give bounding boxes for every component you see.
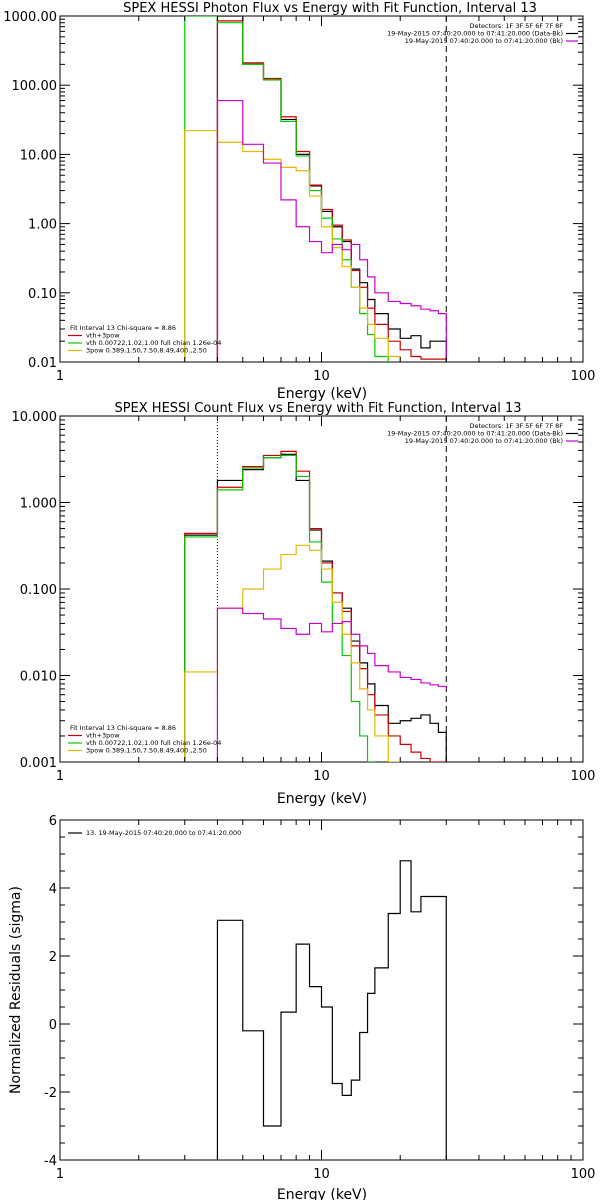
photon-flux-info-line: 19-May-2015 07:40:20.000 to 07:41:20.000… [387,30,563,38]
residuals-y-axis-label: Normalized Residuals (sigma) [8,886,24,1094]
count-flux-info-box: Detectors: 1F 3F 5F 6F 7F 8F19-May-2015 … [387,422,578,445]
photon-flux-y-tick-label: 1000.00 [3,10,57,25]
residuals-y-tick-label: 6 [49,814,57,829]
residuals-panel: 1 10 100 -4 -2 0 2 4 6 13. 19-May-2015 07:40:20.… [8,814,595,1200]
residuals-y-tick-label: 0 [49,1018,57,1033]
photon-flux-legend-entry: vth 0.00722,1.02,1.00 full chian 1.26e-0… [86,339,221,347]
photon-flux-x-tick-label: 100 [571,369,596,384]
residuals-series-0-step-line [216,860,447,1160]
count-flux-series-4-step-line [216,607,447,762]
count-flux-info-line: 19-May-2015 07:40:20.000 to 07:41:20.000… [387,430,563,438]
residuals-x-axis-label: Energy (keV) [277,1187,367,1200]
photon-flux-x-axis-label: Energy (keV) [277,386,367,402]
photon-flux-y-tick-label: 1.00 [28,218,57,233]
residuals-y-tick-label: -4 [44,1154,57,1169]
residuals-legend-entry: 13. 19-May-2015 07:40:20.000 to 07:41:20… [86,829,241,837]
photon-flux-info-line: Detectors: 1F 3F 5F 6F 7F 8F [469,22,563,30]
count-flux-y-tick-label: 0.001 [20,756,57,771]
count-flux-legend-entry: Fit Interval 13 Chi-square = 8.86 [70,724,176,732]
photon-flux-y-tick-label: 0.10 [28,287,57,302]
count-flux-x-tick-label: 1 [56,769,64,784]
count-flux-y-tick-label: 10.000 [12,410,58,425]
photon-flux-info-line: 19-May-2015 07:40:20.000 to 07:41:20.000… [405,37,563,45]
residuals-tick-labels: 1 10 100 -4 -2 0 2 4 6 [44,814,595,1182]
photon-flux-legend-entry: vth+3pow [86,332,120,340]
photon-flux-legend: Fit Interval 13 Chi-square = 8.86vth+3po… [68,324,221,355]
photon-flux-title: SPEX HESSI Photon Flux vs Energy with Fi… [123,1,537,16]
count-flux-series-2-step-line [184,454,375,762]
photon-flux-plot-area [184,16,447,362]
residuals-x-tick-label: 100 [571,1167,596,1182]
count-flux-legend-entry: 3pow 0.389,1.50,7.50,8.49,400.,2.50 [86,747,207,755]
count-flux-x-axis-label: Energy (keV) [277,791,367,807]
count-flux-info-line: 19-May-2015 07:40:20.000 to 07:41:20.000… [405,437,563,445]
photon-flux-x-tick-label: 1 [56,369,64,384]
photon-flux-legend-entry: 3pow 0.389,1.50,7.50,8.49,400.,2.50 [86,347,207,355]
count-flux-y-tick-label: 1.000 [20,497,57,512]
count-flux-plot-area [184,416,447,762]
residuals-plot-area [216,860,447,1160]
count-flux-y-tick-label: 0.100 [20,583,57,598]
count-flux-legend-entry: vth 0.00722,1.02,1.00 full chian 1.26e-0… [86,739,221,747]
count-flux-legend: Fit Interval 13 Chi-square = 8.86vth+3po… [68,724,221,755]
photon-flux-series-4-step-line [216,99,447,362]
count-flux-info-line: Detectors: 1F 3F 5F 6F 7F 8F [469,422,563,430]
photon-flux-y-tick-label: 0.01 [28,356,57,371]
count-flux-series-3-step-line [184,544,401,762]
photon-flux-series-3-step-line [184,130,401,362]
residuals-y-tick-label: 4 [49,882,57,897]
photon-flux-y-tick-label: 10.00 [20,148,57,163]
count-flux-legend-entry: vth+3pow [86,732,120,740]
count-flux-title: SPEX HESSI Count Flux vs Energy with Fit… [114,401,521,416]
count-flux-tick-labels: 1 10 100 0.001 0.010 0.100 1.000 10.000 [12,410,596,784]
count-flux-panel: SPEX HESSI Count Flux vs Energy with Fit… [12,401,596,807]
count-flux-x-tick-label: 100 [571,769,596,784]
photon-flux-panel: SPEX HESSI Photon Flux vs Energy with Fi… [3,1,595,402]
residuals-legend: 13. 19-May-2015 07:40:20.000 to 07:41:20… [68,829,241,837]
residuals-y-tick-label: 2 [49,950,57,965]
photon-flux-legend-entry: Fit Interval 13 Chi-square = 8.86 [70,324,176,332]
photon-flux-x-tick-label: 10 [313,369,330,384]
photon-flux-info-box: Detectors: 1F 3F 5F 6F 7F 8F19-May-2015 … [387,22,578,45]
residuals-x-tick-label: 1 [56,1167,64,1182]
photon-flux-y-tick-label: 100.00 [12,79,58,94]
photon-flux-tick-labels: 1 10 100 0.01 0.10 1.00 10.00 100.00 1000.00 [3,10,595,384]
residuals-y-tick-label: -2 [44,1086,57,1101]
count-flux-y-tick-label: 0.010 [20,670,57,685]
count-flux-x-tick-label: 10 [313,769,330,784]
residuals-x-tick-label: 10 [313,1167,330,1182]
